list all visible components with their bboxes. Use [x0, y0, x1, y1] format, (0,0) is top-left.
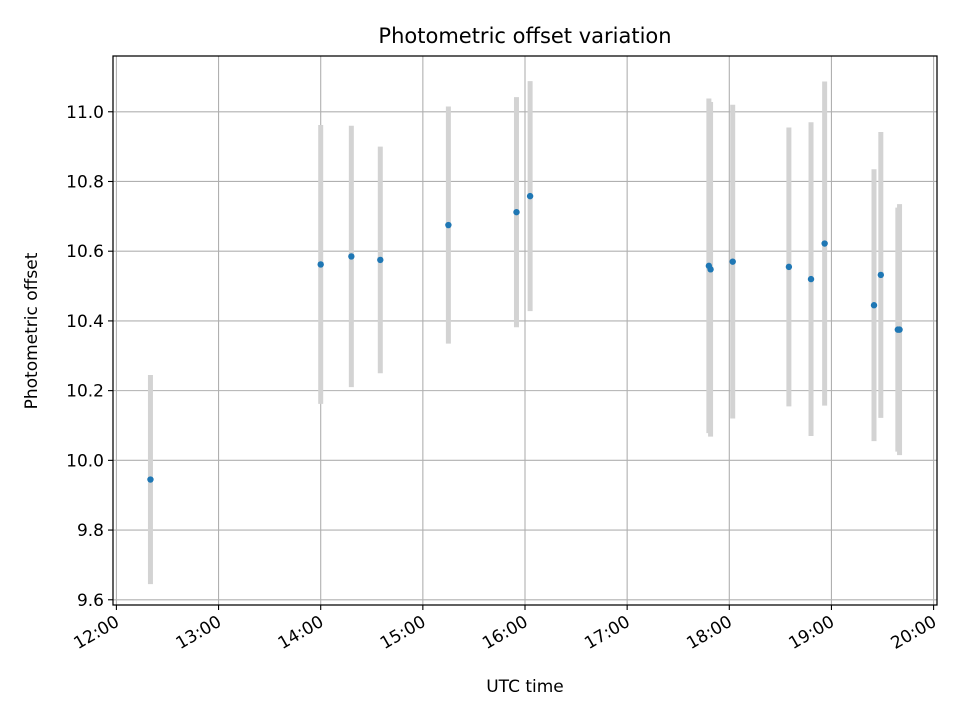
data-point [896, 326, 903, 333]
y-tick-label: 10.0 [66, 451, 104, 471]
x-axis-label: UTC time [486, 677, 564, 697]
data-point [870, 302, 878, 309]
y-axis-label: Photometric offset [22, 252, 42, 409]
data-point [807, 275, 815, 283]
y-tick-label: 11.0 [66, 103, 104, 123]
y-tick-label: 9.6 [77, 591, 104, 611]
data-points [147, 192, 903, 483]
data-point [707, 266, 714, 273]
y-tick-label: 9.8 [77, 521, 104, 541]
chart-title: Photometric offset variation [378, 24, 671, 48]
y-tick-label: 10.6 [66, 242, 104, 262]
y-tick-label: 10.8 [66, 172, 104, 192]
data-point [377, 256, 384, 264]
y-tick-label: 10.2 [66, 382, 104, 402]
data-point [445, 221, 452, 229]
data-point [317, 261, 324, 268]
data-point [526, 192, 534, 200]
data-point [729, 258, 736, 265]
data-point [147, 476, 154, 483]
y-axis-ticks: 9.6 9.8 10.0 10.2 10.4 10.6 10.8 11.0 [66, 103, 113, 611]
data-point [821, 240, 828, 247]
data-point [877, 271, 885, 279]
grid [113, 56, 937, 605]
data-point [513, 208, 520, 216]
y-tick-label: 10.4 [66, 312, 104, 332]
data-point [348, 253, 355, 260]
data-point [785, 263, 793, 271]
